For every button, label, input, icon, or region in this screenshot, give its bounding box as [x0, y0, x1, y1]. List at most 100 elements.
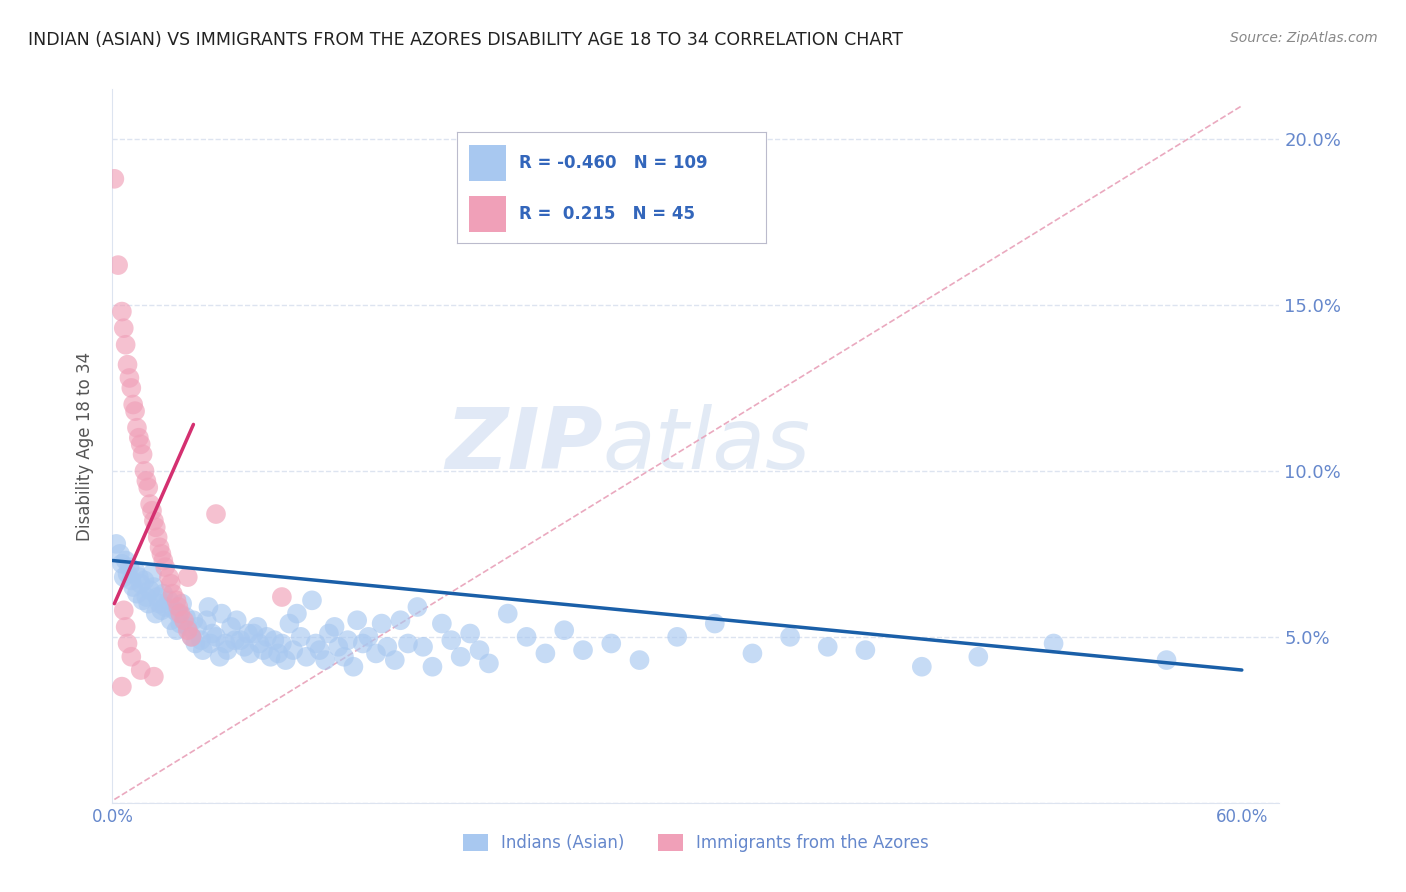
- Point: [180, 630, 202, 644]
- Point: [283, 643, 305, 657]
- Point: [174, 610, 197, 624]
- Point: [247, 636, 270, 650]
- Point: [103, 171, 125, 186]
- Point: [112, 570, 135, 584]
- Point: [134, 464, 156, 478]
- Point: [229, 633, 252, 648]
- Point: [252, 643, 274, 657]
- Text: INDIAN (ASIAN) VS IMMIGRANTS FROM THE AZORES DISABILITY AGE 18 TO 34 CORRELATION: INDIAN (ASIAN) VS IMMIGRANTS FROM THE AZ…: [28, 31, 903, 49]
- Point: [314, 653, 336, 667]
- Point: [129, 663, 152, 677]
- Point: [458, 626, 481, 640]
- Point: [120, 381, 142, 395]
- Point: [342, 659, 364, 673]
- Point: [183, 613, 205, 627]
- Point: [120, 574, 142, 588]
- Point: [191, 643, 214, 657]
- Point: [142, 514, 165, 528]
- Point: [146, 530, 169, 544]
- Point: [336, 633, 359, 648]
- Point: [120, 649, 142, 664]
- Point: [128, 570, 150, 584]
- Point: [205, 630, 228, 644]
- Point: [328, 640, 350, 654]
- Point: [129, 437, 152, 451]
- Point: [1042, 636, 1064, 650]
- Point: [412, 640, 434, 654]
- Point: [177, 620, 200, 634]
- Point: [217, 643, 239, 657]
- Point: [572, 643, 595, 657]
- Point: [406, 599, 429, 614]
- Point: [129, 576, 152, 591]
- Point: [148, 597, 170, 611]
- Point: [169, 607, 191, 621]
- Point: [450, 649, 472, 664]
- Point: [125, 421, 148, 435]
- Point: [516, 630, 538, 644]
- Point: [290, 630, 312, 644]
- Point: [142, 580, 165, 594]
- Point: [628, 653, 651, 667]
- Point: [136, 597, 159, 611]
- Point: [169, 616, 191, 631]
- Point: [219, 620, 242, 634]
- Point: [135, 590, 157, 604]
- Point: [259, 649, 281, 664]
- Point: [301, 593, 323, 607]
- Point: [150, 547, 173, 561]
- Point: [118, 371, 141, 385]
- Point: [346, 613, 368, 627]
- Point: [145, 520, 167, 534]
- Point: [150, 603, 173, 617]
- Point: [136, 481, 159, 495]
- Point: [496, 607, 519, 621]
- Point: [131, 593, 153, 607]
- Point: [111, 557, 134, 571]
- Point: [166, 624, 188, 638]
- Point: [186, 620, 208, 634]
- Point: [239, 647, 262, 661]
- Point: [384, 653, 406, 667]
- Point: [118, 560, 141, 574]
- Point: [195, 613, 218, 627]
- Point: [114, 620, 136, 634]
- Point: [211, 607, 233, 621]
- Point: [267, 647, 290, 661]
- Point: [112, 603, 135, 617]
- Point: [111, 680, 134, 694]
- Point: [853, 643, 876, 657]
- Point: [817, 640, 839, 654]
- Point: [157, 570, 180, 584]
- Point: [440, 633, 463, 648]
- Point: [162, 587, 184, 601]
- Point: [160, 613, 183, 627]
- Point: [107, 258, 129, 272]
- Point: [389, 613, 412, 627]
- Point: [270, 590, 292, 604]
- Point: [163, 603, 186, 617]
- Point: [225, 613, 247, 627]
- Point: [357, 630, 380, 644]
- Point: [134, 574, 156, 588]
- Point: [263, 633, 285, 648]
- Point: [124, 404, 146, 418]
- Point: [375, 640, 398, 654]
- Point: [478, 657, 501, 671]
- Point: [153, 560, 176, 574]
- Point: [167, 599, 190, 614]
- Point: [190, 633, 212, 648]
- Point: [177, 570, 200, 584]
- Point: [124, 564, 146, 578]
- Point: [308, 643, 330, 657]
- Point: [256, 630, 278, 644]
- Point: [114, 553, 136, 567]
- Point: [148, 540, 170, 554]
- Point: [911, 659, 934, 673]
- Point: [305, 636, 328, 650]
- Point: [166, 593, 188, 607]
- Point: [236, 626, 259, 640]
- Text: ZIP: ZIP: [444, 404, 603, 488]
- Point: [117, 566, 139, 581]
- Point: [323, 620, 346, 634]
